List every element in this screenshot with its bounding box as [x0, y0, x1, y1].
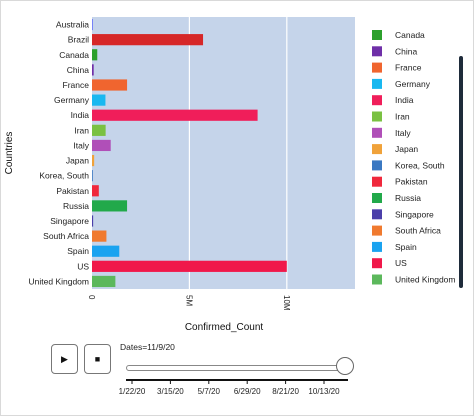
legend-entry: United Kingdom [395, 275, 455, 285]
date-slider-track[interactable] [126, 365, 350, 371]
legend-entry: Japan [395, 144, 418, 154]
legend-entry: Iran [395, 112, 410, 122]
bar [92, 260, 287, 272]
legend-entry: Italy [395, 128, 411, 138]
legend-entry: Pakistan [395, 177, 428, 187]
legend-entry: India [395, 95, 414, 105]
legend-entry: Germany [395, 79, 431, 89]
bar [92, 245, 120, 257]
play-icon: ▶ [61, 353, 68, 364]
bar [92, 139, 111, 152]
x-tick-label: 10M [282, 295, 291, 311]
legend-swatch [372, 62, 382, 73]
date-slider-handle[interactable] [336, 357, 354, 375]
gridlines [188, 17, 288, 289]
bar [92, 275, 116, 288]
legend-swatch [372, 30, 382, 40]
bar [92, 124, 106, 136]
y-tick-label: United Kingdom [29, 276, 89, 286]
x-tick-label: 5M [184, 295, 193, 306]
y-tick-label: India [71, 110, 90, 120]
y-tick-label: Pakistan [56, 186, 89, 196]
bar [92, 34, 204, 46]
y-tick-label: Australia [56, 20, 89, 30]
bar [92, 185, 99, 197]
legend-swatch [372, 160, 382, 171]
legend-swatch [372, 241, 382, 252]
bar [92, 200, 128, 212]
legend-swatch [372, 78, 382, 89]
y-tick-label: Italy [73, 140, 89, 150]
legend-swatch [372, 274, 382, 285]
legend-entry: Korea, South [395, 160, 445, 170]
legend-swatch [372, 111, 382, 122]
y-tick-label: Iran [74, 125, 89, 135]
legend-entry: Singapore [395, 209, 434, 219]
y-axis-title: Countries [4, 132, 15, 175]
legend-swatch [372, 46, 382, 57]
y-tick-label: Japan [66, 156, 89, 166]
bar [92, 18, 93, 31]
legend: Canada China France Germany India Iran Italy Ja… [372, 30, 455, 285]
x-axis-title: Confirmed_Count [185, 322, 264, 333]
y-tick-label: Korea, South [39, 171, 89, 181]
current-date-label: Dates=11/9/20 [120, 342, 175, 352]
bar [92, 215, 94, 227]
bars [92, 18, 287, 288]
legend-swatch [372, 193, 382, 203]
legend-swatch [372, 225, 382, 236]
y-tick-labels: Australia Brazil Canada China France Germany I… [29, 20, 90, 287]
legend-entry: France [395, 63, 422, 73]
legend-scrollbar[interactable] [459, 56, 463, 288]
bar [92, 64, 94, 76]
stop-button[interactable]: ■ [84, 344, 111, 374]
legend-swatch [372, 95, 382, 106]
legend-swatch [372, 144, 382, 155]
y-tick-label: South Africa [43, 231, 89, 241]
legend-entry: South Africa [395, 226, 441, 236]
bar [92, 109, 258, 121]
legend-swatch [372, 176, 382, 187]
y-tick-label: Germany [54, 95, 90, 105]
y-tick-label: China [67, 65, 89, 75]
y-tick-label: Canada [59, 50, 89, 60]
bar [92, 170, 93, 182]
legend-entry: China [395, 46, 417, 56]
legend-entry: US [395, 258, 407, 268]
legend-swatch [372, 209, 382, 220]
bar [92, 94, 106, 106]
legend-swatch [372, 127, 382, 138]
y-tick-label: Singapore [50, 216, 89, 226]
bar [92, 49, 98, 61]
y-tick-label: France [63, 80, 90, 90]
legend-swatch [372, 258, 382, 269]
legend-entry: Spain [395, 242, 417, 252]
bar [92, 154, 95, 167]
y-tick-label: Russia [63, 201, 89, 211]
x-tick-label: 0 [87, 295, 96, 300]
y-tick-label: US [77, 261, 89, 271]
legend-entry: Russia [395, 193, 421, 203]
stop-icon: ■ [94, 354, 101, 364]
x-tick-labels: 0 5M 10M [87, 295, 291, 311]
plot-background [92, 17, 355, 289]
legend-entry: Canada [395, 30, 425, 40]
bar [92, 79, 128, 91]
y-tick-label: Brazil [68, 35, 89, 45]
play-button[interactable]: ▶ [51, 344, 78, 374]
bar [92, 230, 107, 242]
y-tick-label: Spain [67, 246, 89, 256]
